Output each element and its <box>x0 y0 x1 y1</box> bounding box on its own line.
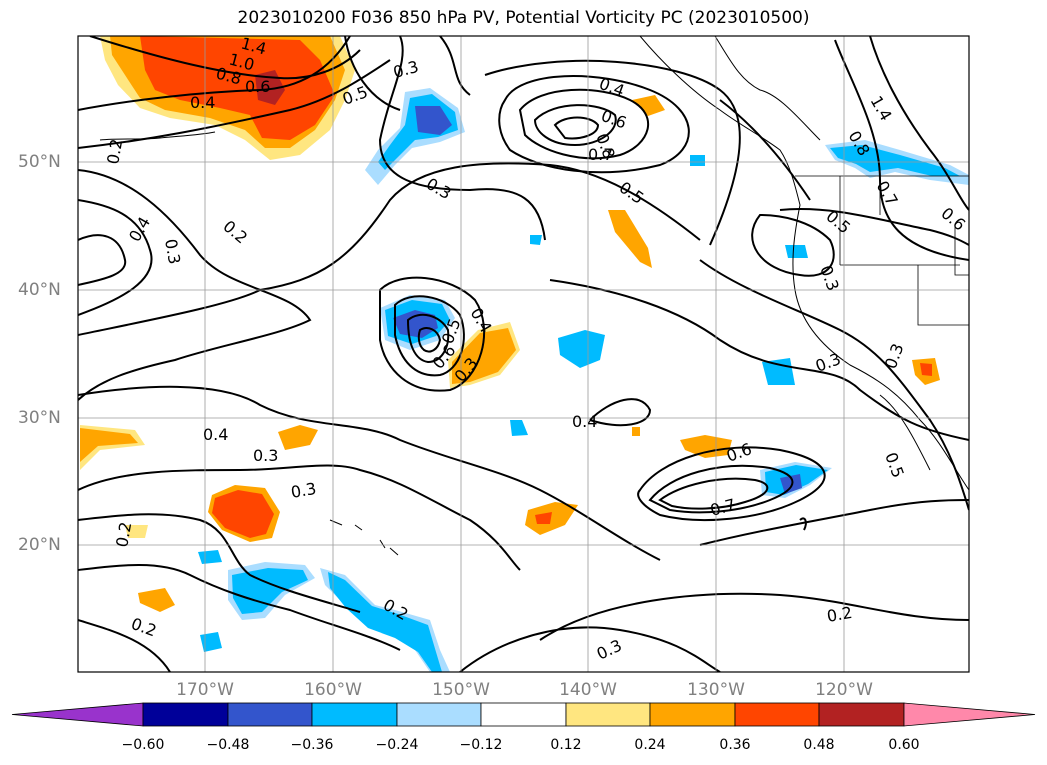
contour-label: 0.7 <box>588 145 613 164</box>
contour-label: 0.3 <box>253 446 278 465</box>
colorbar-tick: 0.60 <box>888 737 920 753</box>
colorbar-tick: 0.12 <box>550 737 582 753</box>
lon-label: 150°W <box>432 680 490 700</box>
colorbar-tick: −0.36 <box>290 737 334 753</box>
contour-label: 0.2 <box>112 520 135 548</box>
lon-label: 170°W <box>176 680 234 700</box>
pv-contours <box>78 36 969 672</box>
colorbar-segment <box>565 702 651 727</box>
lat-label: 50°N <box>18 152 61 172</box>
coastlines <box>99 36 969 556</box>
colorbar-tick: −0.60 <box>121 737 165 753</box>
lat-label: 30°N <box>18 408 61 428</box>
contour-label: 0.6 <box>245 77 270 96</box>
colorbar-segment <box>396 702 482 727</box>
colorbar-extend-high <box>903 702 1036 727</box>
colorbar-extend-low <box>11 702 144 727</box>
graticule <box>78 36 969 672</box>
contour-label: 0.3 <box>289 479 317 502</box>
contour-label: 1.4 <box>239 34 269 59</box>
contour-label: 0.4 <box>572 412 597 431</box>
colorbar-tick: −0.12 <box>459 737 503 753</box>
negative-anomalies <box>198 88 969 672</box>
colorbar-segment <box>311 702 398 727</box>
colorbar-segment <box>649 702 736 727</box>
lon-label: 120°W <box>815 680 873 700</box>
contour-label: 0.2 <box>103 137 126 165</box>
map-frame <box>77 35 970 673</box>
colorbar-segment <box>734 702 820 727</box>
colorbar-segment <box>818 702 905 727</box>
contour-label: 0.2 <box>825 603 853 626</box>
colorbar <box>11 702 1036 727</box>
lat-label: 20°N <box>18 535 61 555</box>
lat-label: 40°N <box>18 280 61 300</box>
colorbar-segment <box>142 702 229 727</box>
colorbar-segment <box>227 702 313 727</box>
colorbar-tick: −0.24 <box>375 737 419 753</box>
contour-label: 0.4 <box>203 425 228 444</box>
lon-label: 140°W <box>559 680 617 700</box>
contour-label: 0.4 <box>190 93 215 112</box>
borders <box>795 175 969 326</box>
colorbar-tick: 0.24 <box>634 737 666 753</box>
lon-label: 160°W <box>304 680 362 700</box>
lon-label: 130°W <box>687 680 745 700</box>
colorbar-tick: −0.48 <box>206 737 250 753</box>
colorbar-tick: 0.48 <box>803 737 835 753</box>
colorbar-segment <box>480 702 567 727</box>
colorbar-tick: 0.36 <box>719 737 751 753</box>
contour-label: 0.3 <box>161 237 184 265</box>
map-title: 2023010200 F036 850 hPa PV, Potential Vo… <box>237 8 810 28</box>
